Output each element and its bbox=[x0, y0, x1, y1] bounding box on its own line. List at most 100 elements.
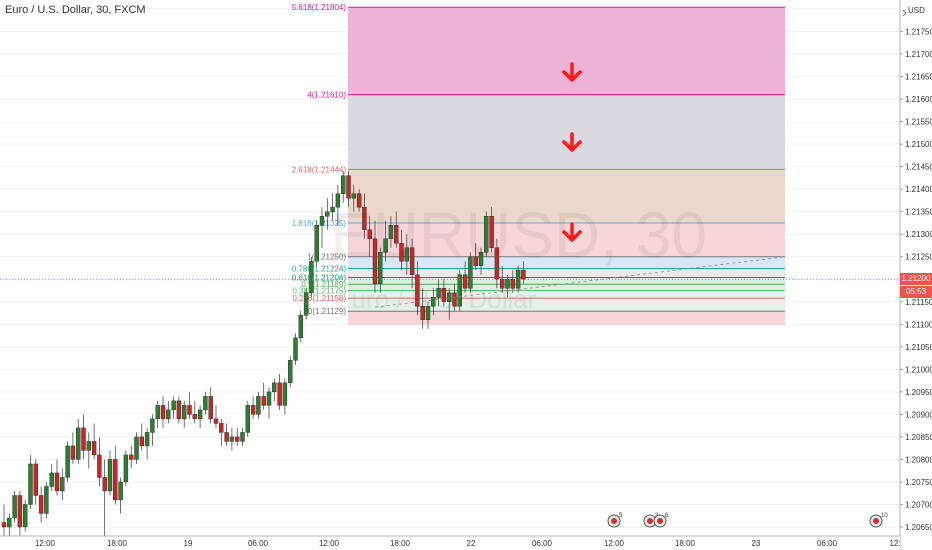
candle bbox=[28, 454, 33, 509]
candle bbox=[102, 459, 107, 536]
candle-body bbox=[250, 405, 256, 415]
candle bbox=[60, 468, 65, 500]
candle bbox=[81, 414, 86, 460]
candle-body bbox=[356, 193, 362, 208]
candle-body bbox=[123, 454, 129, 483]
candle bbox=[298, 310, 303, 343]
y-tick-label: 1.21750 bbox=[905, 28, 932, 37]
candle-body bbox=[139, 436, 145, 447]
candles bbox=[1, 171, 526, 536]
candle-body bbox=[484, 216, 489, 253]
candle-body bbox=[282, 382, 288, 406]
candle bbox=[250, 396, 256, 419]
candle bbox=[49, 463, 54, 491]
x-tick-label: 06:00 bbox=[817, 539, 838, 548]
y-tick-label: 1.20750 bbox=[905, 478, 932, 487]
candle bbox=[266, 387, 272, 419]
currency-label: USD bbox=[908, 6, 925, 15]
candle-body bbox=[213, 418, 219, 424]
time-axis-background bbox=[0, 536, 900, 550]
candle-body bbox=[452, 292, 457, 307]
candle bbox=[70, 432, 76, 464]
candle-body bbox=[261, 396, 266, 406]
candle-body bbox=[60, 477, 65, 492]
candle-body bbox=[288, 360, 293, 384]
candle bbox=[155, 400, 160, 428]
candle bbox=[277, 373, 282, 410]
candle bbox=[171, 396, 176, 419]
candle bbox=[213, 405, 219, 428]
candle bbox=[356, 189, 362, 212]
candle-body bbox=[436, 288, 441, 298]
candle bbox=[12, 490, 17, 523]
fib-zone bbox=[348, 290, 785, 299]
trend-line bbox=[374, 256, 786, 308]
flag-icon: 5 bbox=[607, 513, 623, 528]
candle-body bbox=[367, 229, 372, 239]
candle-body bbox=[494, 247, 500, 280]
candle bbox=[367, 216, 372, 257]
candle bbox=[409, 238, 415, 289]
candle bbox=[261, 382, 266, 410]
fib-zone bbox=[348, 298, 785, 312]
candle bbox=[494, 238, 500, 289]
event-count: 5 bbox=[619, 513, 623, 519]
fib-zone bbox=[348, 169, 785, 223]
candle-body bbox=[38, 495, 44, 514]
candle bbox=[404, 234, 409, 275]
candle-body bbox=[75, 427, 81, 460]
candle-body bbox=[166, 409, 171, 420]
event-count: 6 bbox=[665, 513, 669, 519]
candle-body bbox=[208, 396, 213, 420]
candle-body bbox=[383, 238, 388, 253]
event-count: 10 bbox=[881, 513, 888, 519]
candle bbox=[91, 423, 97, 460]
candle bbox=[447, 288, 452, 320]
candle-body bbox=[197, 409, 203, 420]
candle bbox=[420, 288, 425, 329]
candle-body bbox=[420, 306, 425, 320]
candle-body bbox=[362, 206, 367, 230]
candle bbox=[293, 333, 298, 365]
candle-body bbox=[54, 472, 60, 492]
candle bbox=[346, 171, 351, 208]
candle bbox=[309, 256, 314, 298]
fib-level-label: 0.236(1.21158) bbox=[292, 294, 346, 303]
candle bbox=[288, 355, 293, 388]
candle-body bbox=[23, 504, 28, 528]
y-tick-label: 1.21550 bbox=[905, 118, 932, 127]
candle bbox=[335, 184, 341, 226]
candle bbox=[362, 193, 367, 239]
candle bbox=[240, 427, 245, 446]
candle bbox=[431, 288, 436, 316]
candle-body bbox=[277, 382, 282, 406]
y-tick-label: 1.21300 bbox=[905, 230, 932, 239]
candle-body bbox=[144, 432, 150, 447]
flag-icon: 10 bbox=[869, 513, 888, 528]
fib-zone bbox=[348, 94, 785, 170]
candle-body bbox=[462, 274, 468, 289]
candle bbox=[521, 261, 526, 284]
fib-level-label: 2.618(1.21444) bbox=[292, 165, 347, 174]
candle-body bbox=[86, 441, 92, 451]
candle-body bbox=[425, 306, 431, 320]
flag-icon: 6 bbox=[653, 513, 669, 528]
y-tick-label: 1.21650 bbox=[905, 73, 932, 82]
candle bbox=[330, 193, 335, 221]
candle bbox=[399, 229, 404, 271]
candle bbox=[500, 265, 505, 293]
candle bbox=[510, 270, 515, 293]
y-tick-label: 1.20700 bbox=[905, 500, 932, 509]
candle bbox=[415, 261, 420, 316]
candle bbox=[166, 400, 171, 424]
fib-level-label: 0(1.21129) bbox=[308, 307, 346, 316]
candle bbox=[187, 391, 192, 419]
candle-body bbox=[102, 477, 107, 492]
candle-body bbox=[187, 405, 192, 415]
candle-body bbox=[473, 256, 478, 266]
candle-body bbox=[415, 274, 420, 307]
candle-body bbox=[468, 256, 473, 289]
y-tick-label: 1.21600 bbox=[905, 95, 932, 104]
candle-body bbox=[203, 396, 208, 411]
